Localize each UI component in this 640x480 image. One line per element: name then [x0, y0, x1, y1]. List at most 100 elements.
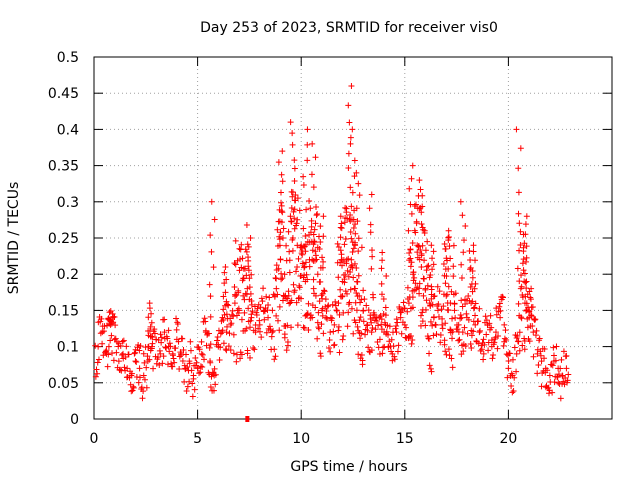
- data-point: [300, 182, 307, 189]
- data-point: [541, 346, 548, 353]
- data-point: [301, 264, 308, 271]
- data-point: [445, 234, 452, 241]
- data-point: [169, 350, 176, 357]
- data-point: [419, 309, 426, 316]
- data-point: [97, 330, 104, 337]
- data-point: [172, 345, 179, 352]
- data-point: [149, 340, 156, 347]
- tick-marks: [93, 56, 612, 420]
- data-point: [132, 358, 139, 365]
- data-point: [521, 346, 528, 353]
- data-point: [500, 294, 507, 301]
- data-point: [310, 231, 317, 238]
- data-point: [223, 329, 230, 336]
- data-point: [458, 297, 465, 304]
- data-point: [439, 315, 446, 322]
- data-point: [176, 353, 183, 360]
- data-point: [346, 119, 353, 126]
- data-point: [493, 305, 500, 312]
- data-point: [368, 329, 375, 336]
- data-point: [220, 306, 227, 313]
- data-point: [484, 321, 491, 328]
- data-point: [148, 333, 155, 340]
- data-point: [277, 256, 284, 263]
- data-point: [179, 358, 186, 365]
- data-point: [230, 313, 237, 320]
- data-point: [441, 240, 448, 247]
- data-point: [155, 354, 162, 361]
- data-point: [141, 376, 148, 383]
- data-point: [302, 248, 309, 255]
- y-tick-label: 0.25: [48, 231, 79, 247]
- data-point: [325, 344, 332, 351]
- data-point: [130, 383, 137, 390]
- data-point: [281, 271, 288, 278]
- data-point: [523, 300, 530, 307]
- data-point: [296, 207, 303, 214]
- data-point: [550, 358, 557, 365]
- data-point: [462, 296, 469, 303]
- x-tick-label: 15: [396, 431, 414, 447]
- data-point: [487, 312, 494, 319]
- data-point: [333, 307, 340, 314]
- data-point: [344, 323, 351, 330]
- data-point: [276, 242, 283, 249]
- data-point: [201, 315, 208, 322]
- data-point: [290, 281, 297, 288]
- data-point: [380, 344, 387, 351]
- data-point: [411, 274, 418, 281]
- data-point: [184, 383, 191, 390]
- data-point: [500, 342, 507, 349]
- data-point: [171, 359, 178, 366]
- data-point: [476, 305, 483, 312]
- data-point: [331, 321, 338, 328]
- data-point: [525, 304, 532, 311]
- data-point: [310, 276, 317, 283]
- data-point: [385, 343, 392, 350]
- data-point: [291, 165, 298, 172]
- data-point: [480, 350, 487, 357]
- data-point: [216, 356, 223, 363]
- data-point: [140, 350, 147, 357]
- data-point: [298, 242, 305, 249]
- data-point: [120, 337, 127, 344]
- data-point: [382, 312, 389, 319]
- data-point: [215, 343, 222, 350]
- data-point: [191, 386, 198, 393]
- data-point: [288, 324, 295, 331]
- data-point: [441, 341, 448, 348]
- data-point: [534, 350, 541, 357]
- data-point: [354, 323, 361, 330]
- data-point: [157, 331, 164, 338]
- data-point: [289, 247, 296, 254]
- data-point: [509, 389, 516, 396]
- data-point: [416, 285, 423, 292]
- data-point: [520, 267, 527, 274]
- data-point: [342, 288, 349, 295]
- data-point: [485, 339, 492, 346]
- data-point: [366, 205, 373, 212]
- data-point: [125, 351, 132, 358]
- data-point: [428, 242, 435, 249]
- data-point: [211, 372, 218, 379]
- data-point: [362, 331, 369, 338]
- data-point: [442, 280, 449, 287]
- data-point: [352, 230, 359, 237]
- data-point: [390, 343, 397, 350]
- data-point: [306, 197, 313, 204]
- data-point: [469, 268, 476, 275]
- data-point: [429, 255, 436, 262]
- data-point: [444, 291, 451, 298]
- data-point: [178, 350, 185, 357]
- data-point: [246, 284, 253, 291]
- data-point: [308, 217, 315, 224]
- data-point: [293, 220, 300, 227]
- data-point: [276, 206, 283, 213]
- data-point: [242, 265, 249, 272]
- grid-lines: [94, 57, 612, 419]
- data-point: [426, 300, 433, 307]
- data-point: [402, 334, 409, 341]
- data-point: [528, 313, 535, 320]
- data-point: [423, 297, 430, 304]
- data-point: [224, 301, 231, 308]
